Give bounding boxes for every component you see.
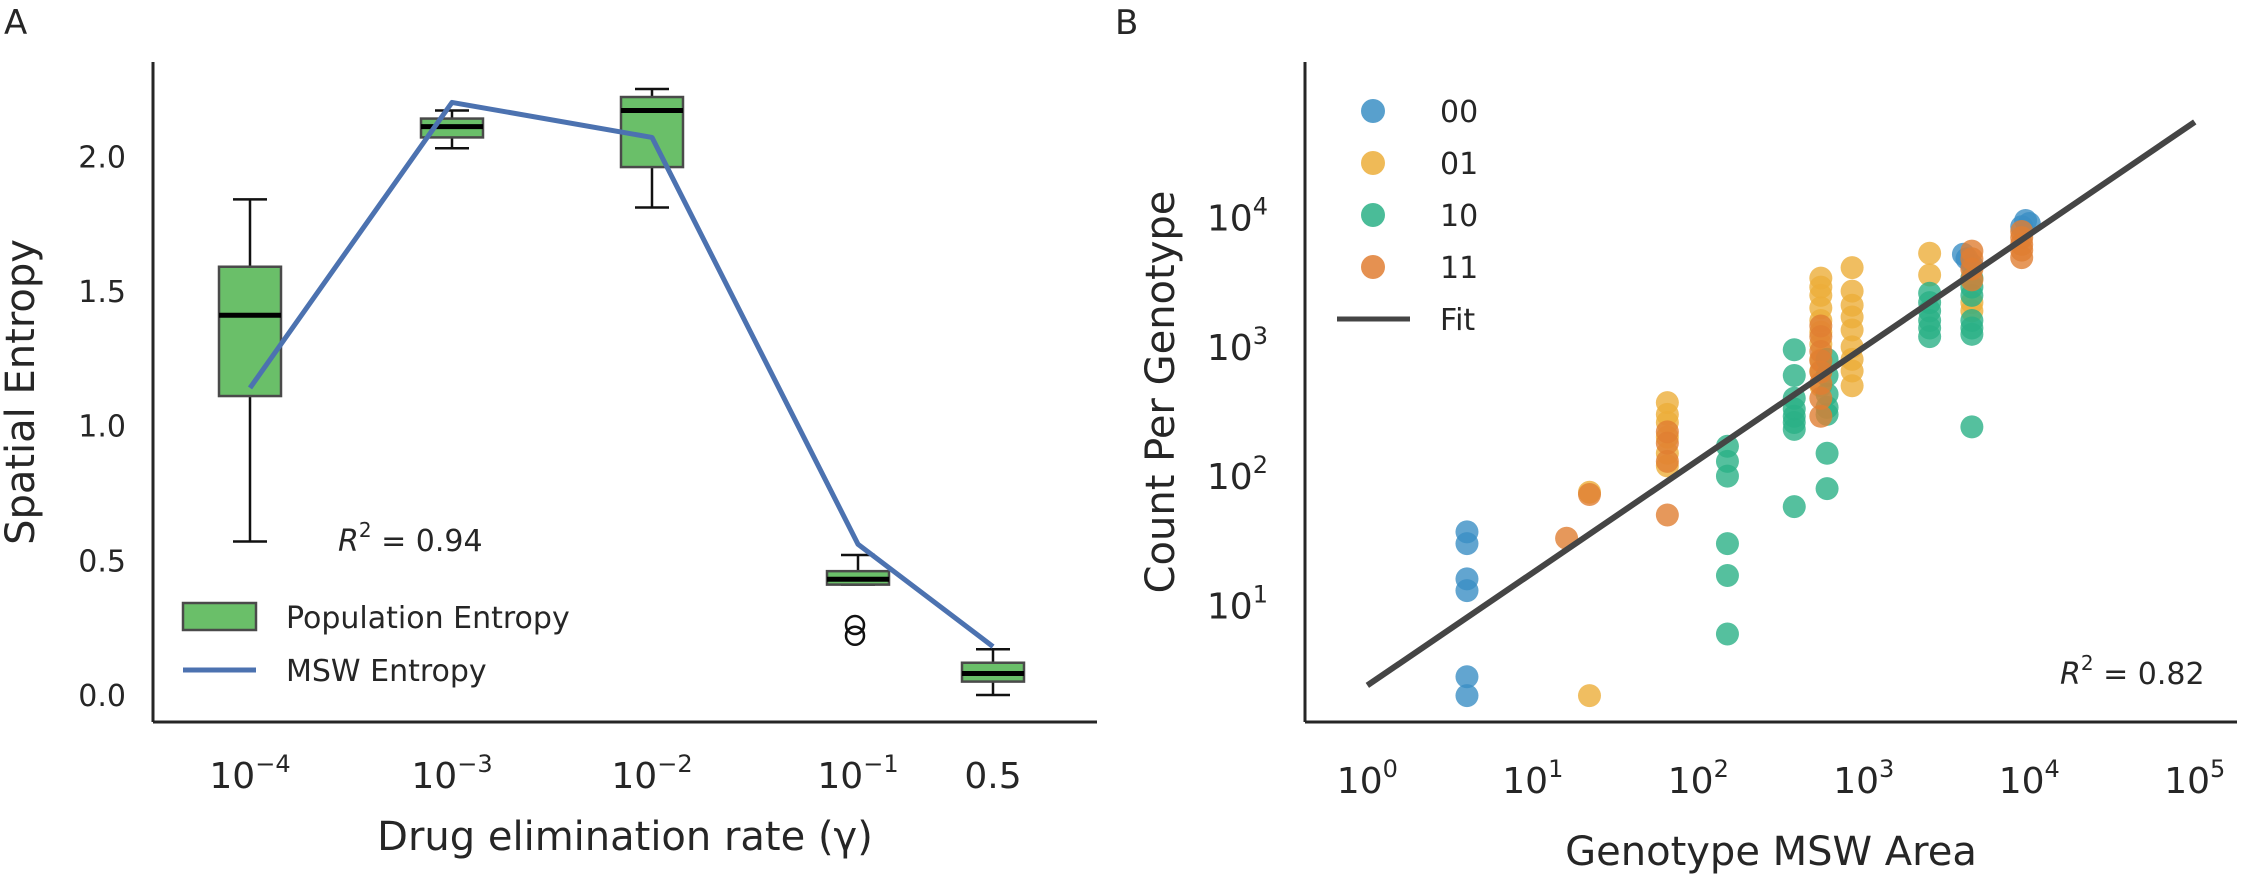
legend-label-00: 00 [1440, 95, 1478, 130]
point-10 [1918, 325, 1942, 349]
legend-label-11: 11 [1440, 251, 1478, 286]
point-01 [1577, 684, 1601, 708]
point-10 [1715, 464, 1739, 488]
point-01 [1918, 263, 1942, 287]
x-tick-label: 105 [2164, 755, 2225, 802]
chart-b-y-label: Count Per Genotype [1138, 191, 1184, 594]
chart-a-msw-line [247, 99, 995, 649]
legend-label-01: 01 [1440, 147, 1478, 182]
x-tick-label: 101 [1502, 755, 1563, 802]
legend-marker-11 [1361, 255, 1385, 279]
legend-fit-label: Fit [1440, 303, 1475, 338]
x-tick-label: 10−3 [411, 750, 492, 797]
point-11 [1809, 404, 1833, 428]
legend-marker-01 [1361, 151, 1385, 175]
chart-b-x-label: Genotype MSW Area [1565, 829, 1977, 875]
chart-a-boxes [217, 87, 1026, 697]
legend-marker-10 [1361, 203, 1385, 227]
chart-a-x-label: Drug elimination rate (γ) [377, 814, 873, 860]
chart-b-points [1455, 208, 2041, 708]
chart-a-spatial-entropy: 0.0 0.5 1.0 1.5 2.0 10−4 10−3 10−2 10−1 0.5 Drug… [0, 62, 1097, 860]
point-10 [1782, 417, 1806, 441]
legend-box-label: Population Entropy [286, 601, 570, 636]
point-10 [1715, 564, 1739, 588]
point-10 [1782, 364, 1806, 388]
chart-b-count-per-genotype: 101 102 103 104 100 101 102 103 104 105 Genotype… [1138, 62, 2237, 875]
y-tick-label: 101 [1207, 580, 1268, 627]
point-11 [1655, 449, 1679, 473]
x-tick-label: 10−4 [209, 750, 290, 797]
y-tick-label: 102 [1207, 451, 1268, 498]
point-10 [1782, 338, 1806, 362]
y-tick-label: 0.5 [78, 544, 126, 579]
y-tick-label: 1.0 [78, 410, 126, 445]
chart-b-x-ticks: 100 101 102 103 104 105 [1337, 755, 2226, 802]
x-tick-label: 10−2 [611, 750, 692, 797]
chart-a-y-label: Spatial Entropy [0, 239, 44, 545]
legend-marker-00 [1361, 99, 1385, 123]
x-tick-label: 102 [1668, 755, 1729, 802]
legend-label-10: 10 [1440, 199, 1478, 234]
point-11 [1655, 503, 1679, 527]
point-00 [1455, 579, 1479, 603]
box-iqr [217, 265, 283, 398]
y-tick-label: 104 [1207, 193, 1268, 240]
point-01 [1918, 241, 1942, 265]
point-11 [2010, 246, 2034, 270]
chart-a-x-ticks: 10−4 10−3 10−2 10−1 0.5 [209, 750, 1021, 797]
point-10 [1815, 441, 1839, 465]
chart-a-legend: Population Entropy MSW Entropy [181, 601, 570, 689]
x-tick-label: 100 [1337, 755, 1398, 802]
chart-b-y-ticks: 101 102 103 104 [1207, 193, 1268, 628]
box-flier [844, 625, 866, 647]
y-tick-label: 103 [1207, 322, 1268, 369]
chart-b-annotation: R2 = 0.82 [2060, 651, 2205, 692]
point-10 [1782, 495, 1806, 519]
point-00 [1455, 684, 1479, 708]
point-10 [1960, 322, 1984, 346]
box-flier [844, 614, 866, 636]
point-01 [1840, 374, 1864, 398]
point-10 [1815, 477, 1839, 501]
x-tick-label: 104 [1999, 755, 2060, 802]
x-tick-label: 10−1 [817, 750, 898, 797]
point-10 [1960, 415, 1984, 439]
legend-box-swatch [181, 601, 258, 632]
point-11 [1577, 483, 1601, 507]
point-11 [1809, 386, 1833, 410]
chart-a-y-ticks: 0.0 0.5 1.0 1.5 2.0 [78, 140, 126, 714]
y-tick-label: 1.5 [78, 275, 126, 310]
panel-label-a: A [4, 3, 27, 43]
chart-a-annotation: R2 = 0.94 [338, 518, 483, 559]
point-10 [1715, 622, 1739, 646]
panel-label-b: B [1115, 3, 1138, 43]
y-tick-label: 0.0 [78, 679, 126, 714]
x-tick-label: 103 [1833, 755, 1894, 802]
x-tick-label: 0.5 [964, 756, 1021, 797]
point-01 [1840, 318, 1864, 342]
y-tick-label: 2.0 [78, 140, 126, 175]
point-01 [1840, 256, 1864, 280]
point-11 [1655, 431, 1679, 455]
chart-b-legend: 00 01 10 11 Fit [1337, 95, 1478, 338]
point-00 [1455, 665, 1479, 689]
chart-b-fit-line [1365, 119, 2197, 688]
point-00 [1455, 532, 1479, 556]
point-10 [1715, 532, 1739, 556]
legend-line-label: MSW Entropy [286, 654, 487, 689]
